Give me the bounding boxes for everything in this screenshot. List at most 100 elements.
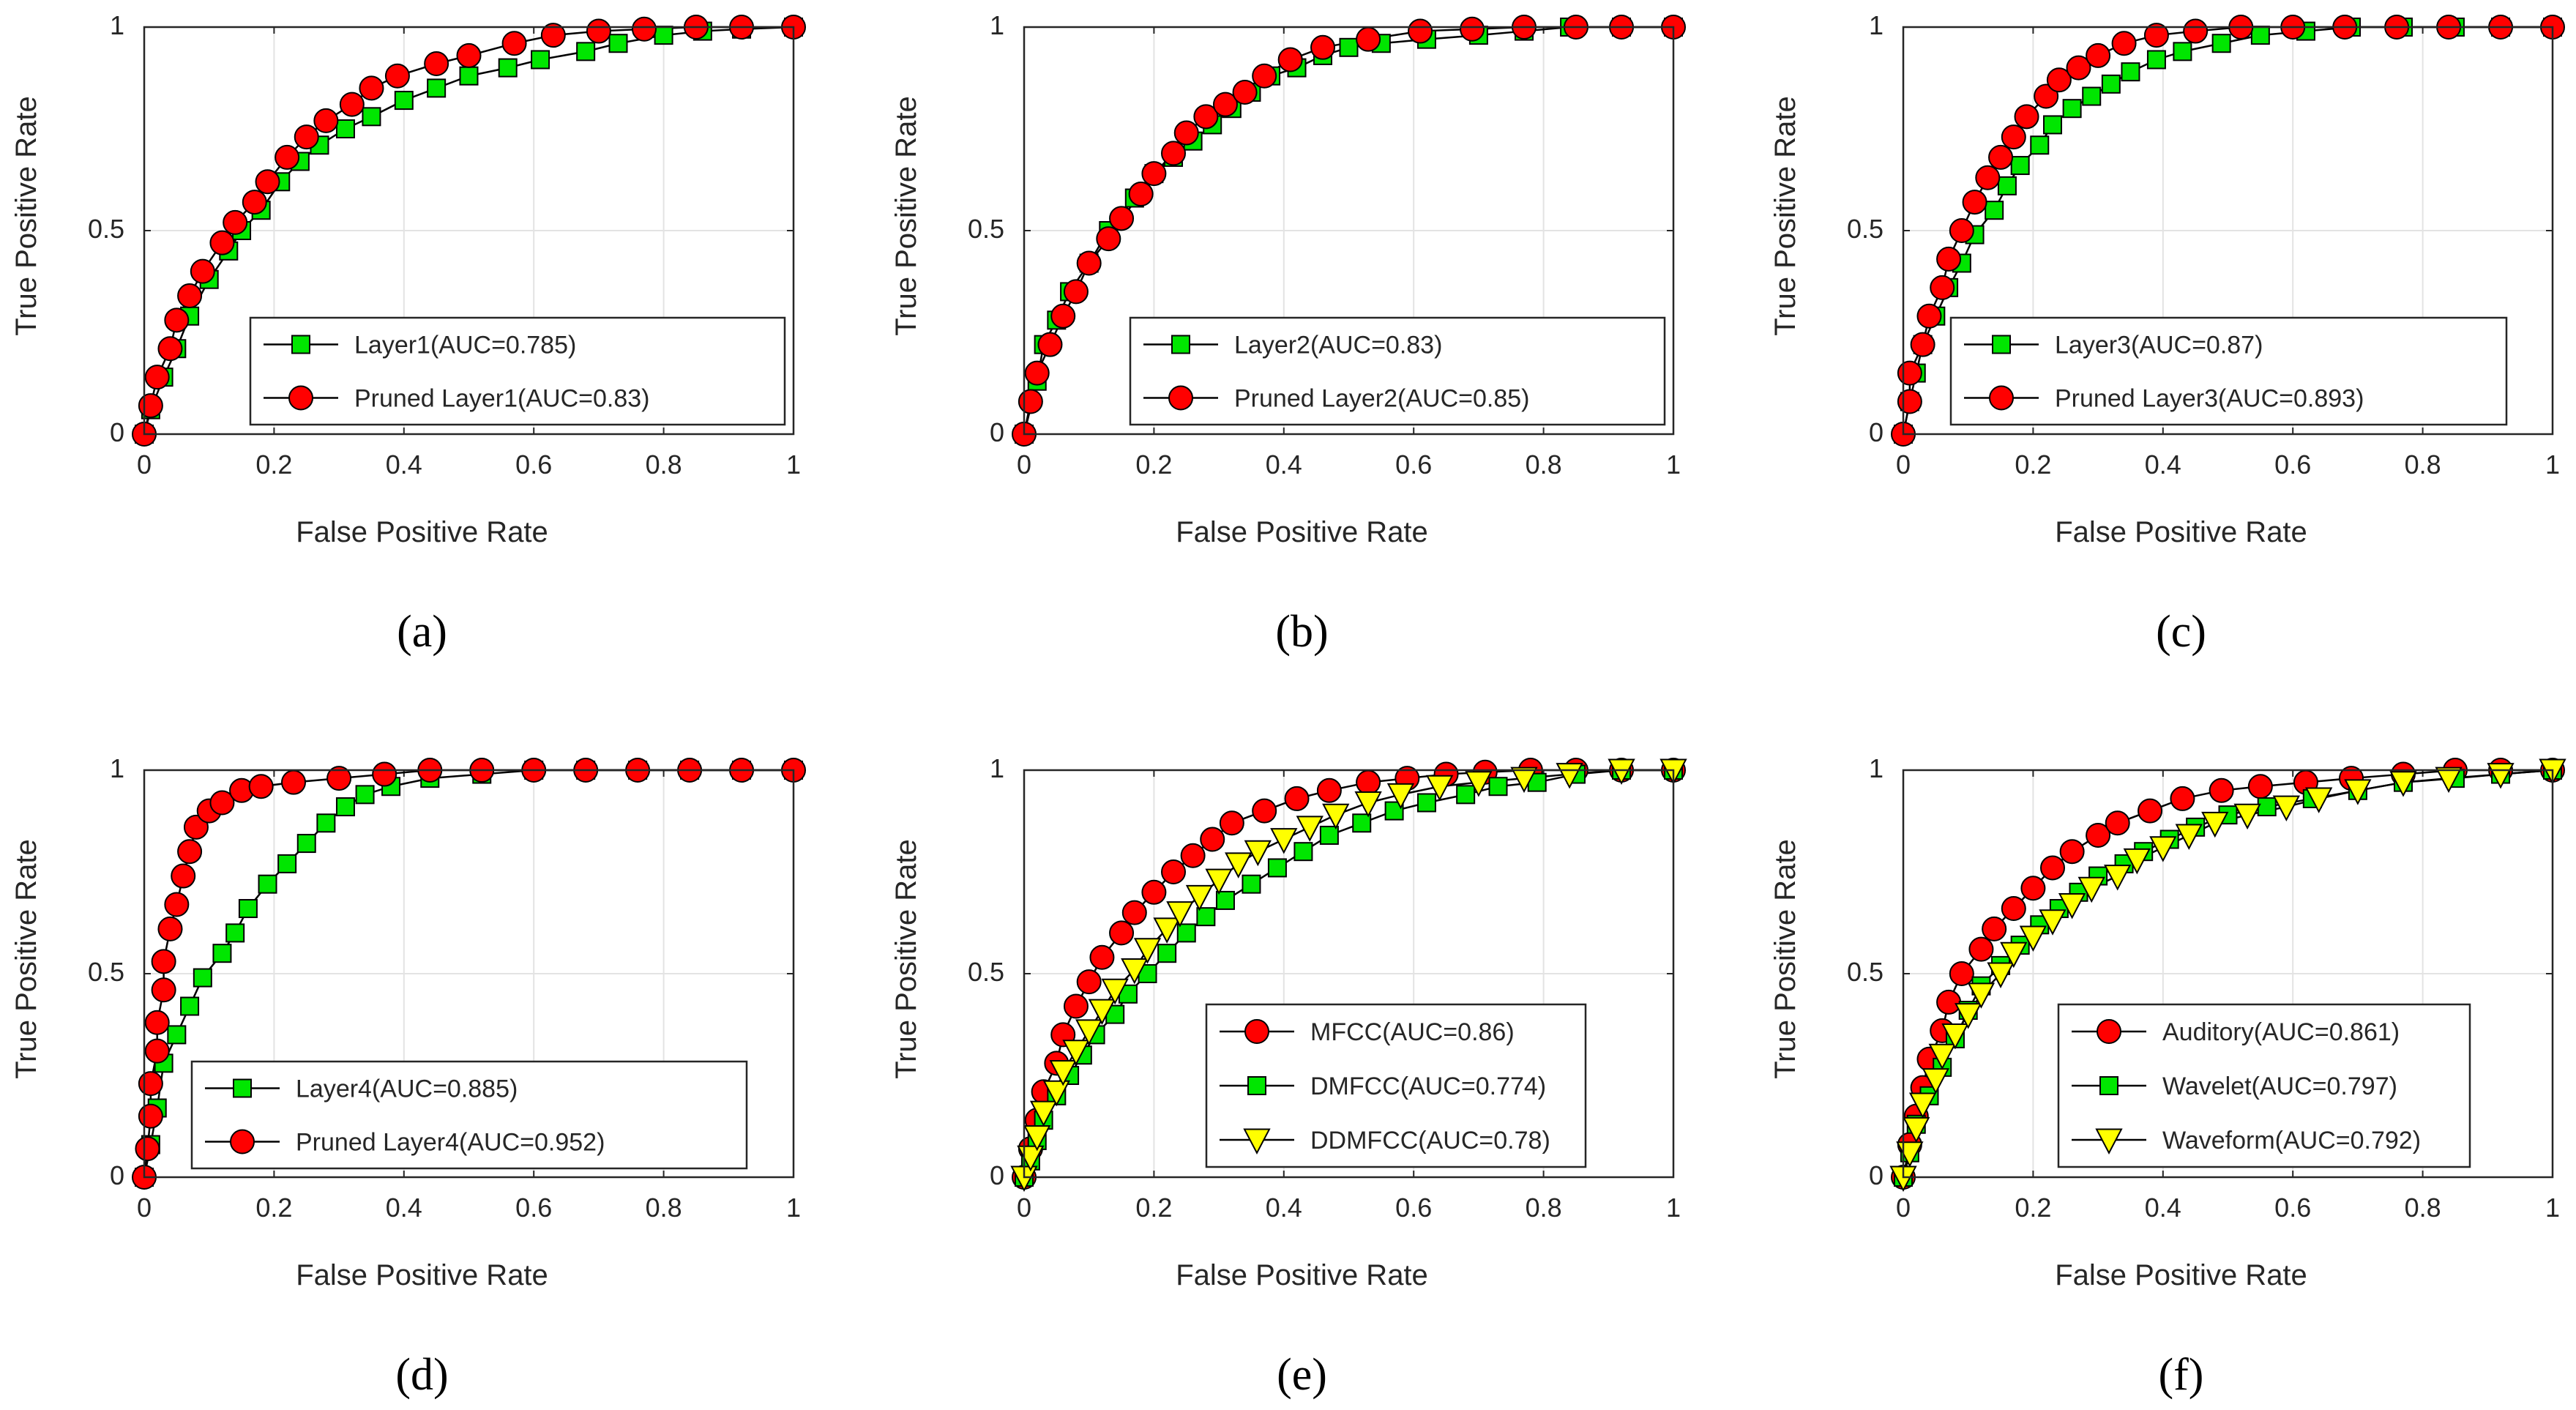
- panel-caption: (a): [397, 607, 447, 657]
- axes-box: [143, 26, 795, 436]
- data-point: [1133, 938, 1162, 964]
- data-point: [1252, 798, 1277, 824]
- data-point: [586, 18, 611, 44]
- data-point: [2389, 771, 2417, 797]
- data-point: [1244, 840, 1272, 867]
- data-point: [2175, 824, 2203, 850]
- data-point: [144, 1038, 170, 1064]
- x-tick-label: 0.4: [2145, 450, 2181, 480]
- panel-caption: (f): [2159, 1350, 2204, 1400]
- x-tick-label: 0.2: [1135, 450, 1172, 480]
- data-point: [1949, 218, 1974, 243]
- data-point: [1955, 1003, 1982, 1029]
- y-tick-label: 1: [110, 10, 124, 40]
- y-tick-label: 0: [110, 417, 124, 447]
- legend-label: Wavelet(AUC=0.797): [2162, 1073, 2397, 1100]
- data-point: [2043, 115, 2063, 135]
- data-point: [2170, 786, 2195, 811]
- data-point: [362, 107, 381, 127]
- data-point: [1180, 843, 1206, 868]
- x-tick-label: 1: [786, 1193, 801, 1223]
- legend-marker: [1243, 1128, 1271, 1155]
- panel-caption: (b): [1275, 607, 1328, 657]
- data-point: [167, 1025, 187, 1045]
- data-point: [1997, 176, 2017, 195]
- data-point: [1985, 201, 2004, 220]
- y-tick-label: 0: [110, 1160, 124, 1190]
- data-point: [1161, 141, 1187, 166]
- y-axis-label: True Positive Rate: [890, 96, 922, 336]
- legend: Layer3(AUC=0.87) Pruned Layer3(AUC=0.893): [1949, 316, 2508, 426]
- data-point: [1128, 181, 1154, 206]
- data-point: [138, 1071, 163, 1097]
- legend-box: [1949, 316, 2508, 426]
- data-point: [1975, 165, 2001, 190]
- x-tick-label: 0: [1896, 450, 1911, 480]
- data-point: [212, 944, 232, 963]
- data-point: [2019, 925, 2047, 952]
- axes-box: [143, 769, 795, 1179]
- y-tick-label: 0.5: [1847, 957, 1884, 987]
- legend-label: Layer4(AUC=0.885): [296, 1075, 518, 1103]
- data-point: [2014, 104, 2039, 130]
- data-point: [2034, 83, 2059, 109]
- data-point: [157, 336, 183, 362]
- y-axis-label: True Positive Rate: [10, 839, 42, 1079]
- data-point: [296, 834, 316, 854]
- axes-box: [1023, 769, 1675, 1179]
- data-point: [498, 58, 518, 78]
- data-point: [1426, 775, 1454, 802]
- data-point: [1166, 901, 1194, 928]
- data-point: [1488, 777, 1508, 797]
- data-point: [164, 892, 190, 917]
- data-point: [531, 50, 550, 70]
- x-tick-label: 0.8: [2405, 1193, 2441, 1223]
- data-point: [2209, 777, 2234, 803]
- data-point: [2001, 124, 2026, 150]
- data-point: [2066, 55, 2091, 81]
- data-point: [2086, 822, 2111, 848]
- data-point: [1161, 859, 1187, 884]
- legend-label: Layer2(AUC=0.83): [1234, 332, 1442, 359]
- data-point: [164, 307, 190, 333]
- data-point: [2173, 42, 2192, 61]
- axes-box: [1902, 769, 2554, 1179]
- data-point: [2010, 156, 2030, 176]
- data-point: [1023, 1124, 1051, 1152]
- legend-label: MFCC(AUC=0.86): [1310, 1018, 1515, 1046]
- series-markers-1: [1012, 15, 1686, 447]
- data-point: [2123, 848, 2151, 875]
- y-tick-label: 0: [1869, 1160, 1884, 1190]
- data-point: [225, 923, 245, 943]
- data-point: [1928, 1043, 1956, 1070]
- data-point: [2211, 34, 2231, 53]
- data-point: [1916, 303, 1942, 329]
- data-point: [1049, 1059, 1077, 1086]
- data-point: [654, 26, 673, 45]
- legend-marker: [288, 385, 313, 411]
- data-point: [2305, 787, 2333, 813]
- data-point: [1319, 825, 1339, 845]
- chart-panel-b: 0 0.2 0.4 0.6 0.8 1 0 0.5 1 False Positive Rate Tr…: [890, 10, 1686, 657]
- data-point: [1982, 916, 2007, 941]
- y-tick-label: 0.5: [968, 214, 1004, 244]
- data-point: [2046, 67, 2072, 93]
- data-point: [1232, 79, 1258, 105]
- x-tick-label: 0.6: [2274, 1193, 2311, 1223]
- data-point: [1460, 16, 1485, 42]
- data-point: [313, 108, 339, 133]
- data-point: [1903, 1116, 1930, 1144]
- legend-marker: [1171, 335, 1190, 354]
- data-point: [275, 144, 300, 170]
- data-point: [1157, 944, 1177, 963]
- data-point: [2062, 99, 2082, 119]
- x-axis-label: False Positive Rate: [296, 1259, 548, 1291]
- chart-panel-a: 0 0.2 0.4 0.6 0.8 1 0 0.5 1 False Positive Rate Tr…: [10, 10, 806, 657]
- data-point: [2233, 803, 2261, 830]
- data-point: [1193, 104, 1219, 130]
- data-point: [157, 916, 183, 941]
- y-tick-label: 1: [1869, 10, 1884, 40]
- legend-label: DDMFCC(AUC=0.78): [1310, 1127, 1550, 1155]
- legend-label: DMFCC(AUC=0.774): [1310, 1073, 1546, 1100]
- x-tick-label: 0: [137, 450, 152, 480]
